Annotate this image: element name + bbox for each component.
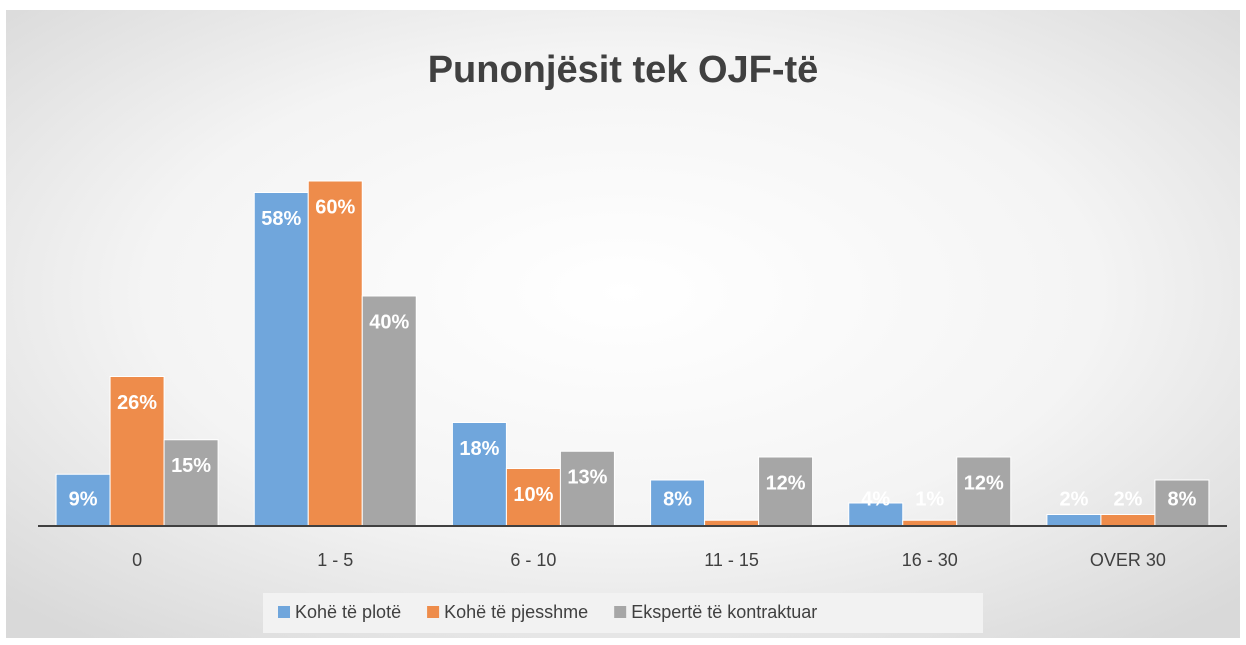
x-tick-label: 1 - 5 (317, 550, 353, 570)
bar (163, 439, 219, 527)
legend-label: Ekspertë të kontraktuar (631, 602, 817, 622)
bar (307, 180, 363, 527)
data-label: 10% (513, 484, 553, 506)
chart-title: Punonjësit tek OJF-të (428, 49, 819, 91)
data-label: 9% (69, 488, 98, 510)
data-label: 26% (117, 392, 157, 414)
legend-label: Kohë të pjesshme (444, 602, 588, 622)
data-label: 8% (1167, 488, 1196, 510)
data-label: 12% (964, 472, 1004, 494)
bar (559, 450, 615, 527)
legend-swatch (278, 606, 290, 618)
data-label: 8% (663, 488, 692, 510)
x-tick-label: OVER 30 (1090, 550, 1166, 570)
data-label: 58% (261, 208, 301, 230)
chart-background (6, 10, 1240, 638)
bar (956, 456, 1012, 527)
x-tick-label: 6 - 10 (510, 550, 556, 570)
data-label: 1% (915, 488, 944, 510)
legend-swatch (614, 606, 627, 618)
data-label: 4% (861, 488, 890, 510)
bar (758, 456, 814, 527)
data-label: 13% (567, 467, 607, 489)
x-tick-label: 16 - 30 (902, 550, 958, 570)
data-label: 40% (369, 311, 409, 333)
bar (361, 295, 417, 527)
x-tick-label: 0 (132, 550, 142, 570)
data-label: 12% (766, 472, 806, 494)
x-tick-label: 11 - 15 (704, 550, 759, 570)
bar (1154, 479, 1210, 527)
data-label: 18% (459, 438, 499, 460)
bar (55, 473, 111, 527)
legend-swatch (427, 606, 440, 618)
bar (1100, 514, 1156, 527)
legend-label: Kohë të plotë (295, 602, 401, 622)
bar (109, 376, 165, 527)
data-label: 2% (1113, 488, 1142, 510)
bar (1046, 514, 1102, 527)
data-label: 2% (1059, 488, 1088, 510)
data-label: 15% (171, 455, 211, 477)
data-label: 60% (315, 196, 355, 218)
bar (253, 192, 309, 527)
